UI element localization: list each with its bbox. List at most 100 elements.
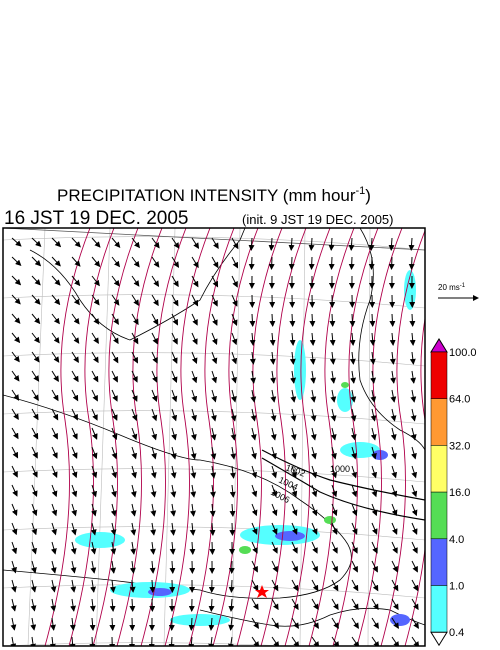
colorbar-label: 4.0	[449, 534, 464, 546]
wind-arrow	[349, 313, 356, 327]
wind-arrow	[270, 389, 277, 403]
wind-arrow	[150, 484, 157, 498]
wind-arrow	[269, 313, 276, 327]
wind-arrow	[111, 332, 119, 345]
wind-arrow	[171, 408, 178, 422]
colorbar: 100.0 64.0 32.0 16.0 4.0 1.0 0.4	[430, 338, 477, 647]
wind-arrow	[270, 370, 277, 384]
wind-arrow	[71, 446, 78, 459]
wind-arrow	[211, 370, 218, 384]
wind-arrow	[311, 541, 318, 554]
colorbar-label: 32.0	[449, 440, 470, 452]
wind-arrow	[69, 636, 76, 646]
wind-arrow	[208, 636, 215, 646]
wind-arrow	[89, 617, 96, 631]
wind-arrow	[190, 484, 197, 498]
wind-arrow	[351, 503, 358, 517]
wind-arrow	[228, 598, 235, 612]
wind-arrow	[271, 560, 278, 573]
wind-arrow	[51, 294, 61, 306]
wind-arrow	[71, 522, 77, 536]
wind-arrow	[130, 541, 137, 555]
rain-cell	[275, 531, 305, 541]
scale-sup: -1	[460, 283, 466, 289]
border	[3, 228, 425, 251]
wind-arrow	[229, 522, 236, 536]
wind-arrow	[171, 294, 179, 307]
wind-arrow	[51, 332, 60, 344]
wind-arrow	[231, 351, 238, 365]
wind-arrow	[131, 313, 139, 326]
wind-arrow	[131, 465, 137, 479]
wind-arrow	[351, 560, 358, 573]
parallel	[3, 352, 425, 367]
station-star	[255, 585, 269, 598]
wind-arrow	[290, 408, 297, 422]
wind-arrow	[370, 370, 377, 384]
wind-arrow	[170, 503, 177, 517]
wind-arrow	[191, 389, 198, 403]
wind-arrow	[50, 617, 56, 631]
wind-arrow	[11, 256, 22, 266]
meridian	[367, 228, 371, 646]
wind-arrow	[71, 313, 80, 325]
wind-arrow	[369, 351, 376, 365]
wind-arrow	[69, 617, 76, 631]
isobar	[140, 228, 187, 646]
wind-arrow	[369, 313, 376, 327]
wind-arrow	[11, 522, 18, 536]
wind-arrow	[211, 389, 217, 403]
wind-arrow	[210, 427, 217, 441]
wind-arrow	[229, 465, 236, 479]
wind-arrow	[31, 408, 39, 421]
coast	[29, 228, 246, 341]
wind-arrow	[31, 522, 38, 536]
wind-arrow	[410, 370, 417, 384]
wind-arrow	[191, 370, 198, 384]
wind-arrow	[348, 256, 355, 270]
wind-arrow	[211, 313, 218, 326]
wind-arrow	[230, 427, 237, 441]
wind-arrow	[229, 503, 236, 517]
wind-arrow	[411, 598, 419, 611]
wind-arrow	[191, 313, 198, 326]
wind-arrow	[311, 503, 318, 517]
wind-arrow	[290, 427, 297, 441]
wind-arrow	[90, 560, 97, 574]
wind-arrow	[370, 408, 377, 422]
wind-arrow	[311, 579, 319, 592]
wind-arrow	[351, 484, 358, 498]
wind-arrow	[30, 579, 37, 593]
parallel	[3, 526, 425, 541]
rain-cell	[337, 388, 353, 412]
wind-arrow	[209, 522, 216, 536]
wind-arrow	[191, 275, 199, 288]
wind-arrow	[151, 408, 158, 422]
wind-arrow	[71, 408, 78, 421]
wind-arrow	[131, 256, 140, 268]
wind-arrow	[210, 446, 217, 460]
wind-arrow	[70, 598, 77, 612]
wind-arrow	[111, 484, 117, 498]
wind-arrow	[230, 389, 237, 403]
wind-arrow	[290, 370, 297, 384]
wind-arrow	[331, 503, 338, 517]
wind-arrow	[408, 256, 415, 270]
wind-arrow	[129, 560, 136, 574]
wind-arrow	[271, 465, 278, 479]
colorbar-segment	[430, 585, 448, 633]
wind-arrow	[290, 389, 297, 403]
wind-arrow	[330, 370, 337, 384]
wind-arrow	[289, 313, 296, 327]
wind-arrow	[130, 484, 137, 498]
wind-arrow	[251, 579, 259, 592]
wind-arrow	[231, 256, 239, 269]
wind-arrow	[251, 560, 258, 573]
parallel	[3, 468, 425, 483]
wind-arrow	[328, 237, 335, 251]
wind-arrow	[331, 446, 337, 460]
wind-arrow	[331, 522, 338, 535]
wind-arrow	[350, 408, 357, 422]
wind-arrow	[111, 237, 121, 248]
wind-arrow	[91, 351, 99, 364]
